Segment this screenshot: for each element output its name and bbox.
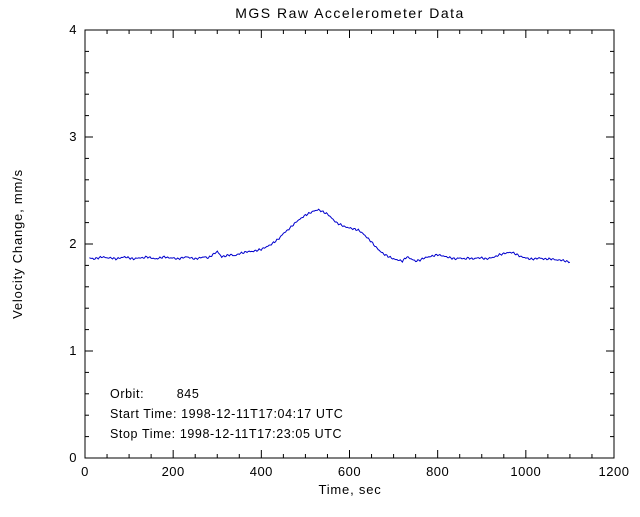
axis-tick-labels: 0 200 400 600 800 1000 1200 0 1 2 3 4 xyxy=(69,22,629,479)
axis-ticks xyxy=(84,29,615,459)
tick-label: 800 xyxy=(426,464,449,479)
annotation-stop-time: Stop Time: 1998-12-11T17:23:05 UTC xyxy=(110,427,342,441)
tick-label: 0 xyxy=(81,464,89,479)
tick-label: 600 xyxy=(338,464,361,479)
tick-label: 1200 xyxy=(599,464,630,479)
tick-label: 400 xyxy=(250,464,273,479)
tick-label: 3 xyxy=(69,129,77,144)
tick-label: 200 xyxy=(162,464,185,479)
y-axis-label: Velocity Change, mm/s xyxy=(10,169,25,319)
tick-label: 4 xyxy=(69,22,77,37)
tick-label: 1000 xyxy=(510,464,541,479)
data-series-line xyxy=(89,208,571,264)
chart-title: MGS Raw Accelerometer Data xyxy=(235,5,465,21)
annotation-orbit: Orbit: 845 xyxy=(110,387,199,401)
tick-label: 2 xyxy=(69,236,77,251)
annotation-start-time: Start Time: 1998-12-11T17:04:17 UTC xyxy=(110,407,343,421)
x-axis-label: Time, sec xyxy=(318,482,381,497)
tick-label: 1 xyxy=(69,343,77,358)
tick-label: 0 xyxy=(69,450,77,465)
